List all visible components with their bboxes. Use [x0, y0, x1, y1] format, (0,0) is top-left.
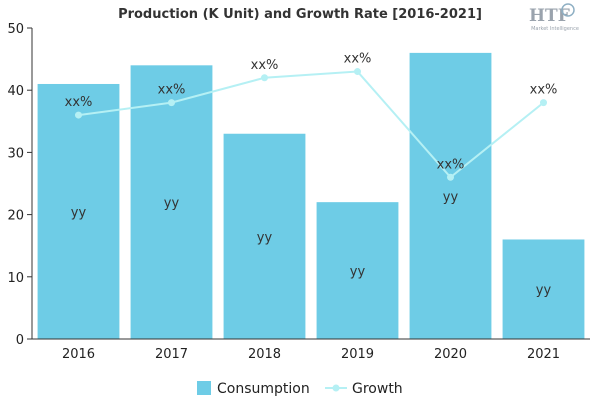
bars-group: yy yy yy yy yy yy [37, 52, 585, 339]
bar-data-label: yy [536, 283, 552, 298]
bar-consumption [223, 133, 306, 339]
bar-data-label: yy [71, 205, 87, 220]
y-tick-label: 50 [7, 22, 24, 37]
growth-line-group: xx% xx% xx% xx% xx% xx% [65, 52, 558, 181]
y-tick-label: 10 [7, 271, 24, 286]
y-tick-label: 40 [7, 84, 24, 99]
x-tick-label: 2018 [248, 347, 281, 362]
bar-data-label: yy [350, 265, 366, 280]
brand-logo: HTF Market Intelligence [529, 3, 579, 32]
bar-consumption [130, 65, 213, 339]
bar-data-label: yy [443, 190, 459, 205]
growth-data-label: xx% [65, 95, 93, 110]
legend: Consumption Growth [197, 381, 403, 397]
y-axis: 0 10 20 30 40 50 [7, 22, 33, 348]
growth-data-label: xx% [437, 157, 465, 172]
bar-consumption [316, 202, 399, 339]
y-tick-label: 0 [16, 333, 24, 348]
x-tick-label: 2021 [527, 347, 560, 362]
y-tick-label: 20 [7, 209, 24, 224]
growth-point [261, 74, 268, 82]
bar-consumption [409, 52, 492, 339]
x-tick-label: 2019 [341, 347, 374, 362]
logo-globe-icon [561, 3, 575, 17]
x-tick-label: 2020 [434, 347, 467, 362]
growth-point [75, 111, 82, 119]
growth-data-label: xx% [344, 52, 372, 67]
growth-line [78, 70, 545, 179]
legend-consumption-swatch [197, 381, 211, 395]
legend-consumption-label: Consumption [217, 381, 310, 397]
bar-data-label: yy [164, 196, 180, 211]
x-tick-label: 2017 [155, 347, 188, 362]
bar-data-label: yy [257, 230, 273, 245]
x-tick-label: 2016 [62, 347, 95, 362]
growth-data-label: xx% [530, 83, 558, 98]
growth-point [540, 99, 547, 107]
logo-text: HTF [529, 6, 570, 26]
bar-consumption [37, 83, 120, 339]
x-axis: 2016 2017 2018 2019 2020 2021 [32, 338, 590, 362]
logo-subtitle: Market Intelligence [531, 26, 579, 32]
legend-growth-label: Growth [352, 381, 403, 397]
growth-data-label: xx% [251, 58, 279, 73]
growth-point [447, 173, 454, 181]
growth-point [168, 99, 175, 107]
growth-point [354, 68, 361, 76]
bar-consumption [502, 239, 585, 339]
chart-title: Production (K Unit) and Growth Rate [201… [118, 7, 482, 22]
growth-data-label: xx% [158, 83, 186, 98]
y-tick-label: 30 [7, 146, 24, 161]
legend-growth-marker [332, 384, 340, 392]
